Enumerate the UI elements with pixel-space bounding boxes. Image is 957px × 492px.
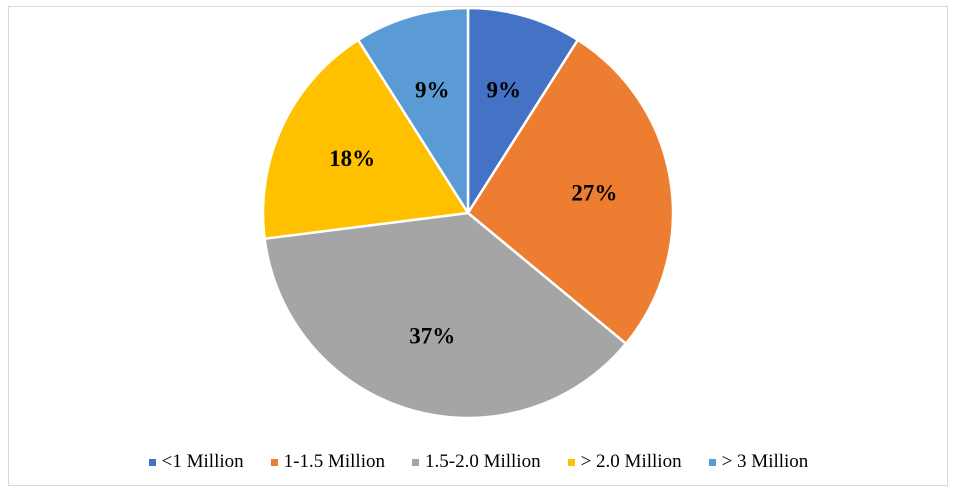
pie-slice-4 — [261, 38, 470, 240]
legend-item-5: > 3 Million — [708, 451, 809, 473]
legend-swatch-4 — [567, 458, 575, 466]
legend-item-4: > 2.0 Million — [567, 451, 682, 473]
chart-legend: <1 Million 1-1.5 Million 1.5-2.0 Million > … — [0, 448, 957, 476]
pie-slices — [261, 6, 675, 420]
legend-item-2: 1-1.5 Million — [270, 451, 385, 473]
legend-label-3: 1.5-2.0 Million — [425, 451, 541, 472]
legend-swatch-3 — [412, 458, 419, 466]
legend-swatch-2 — [270, 458, 278, 466]
legend-swatch-1 — [148, 458, 156, 466]
pie-slice-2 — [466, 38, 675, 345]
legend-item-1: <1 Million — [148, 451, 244, 473]
legend-label-5: > 3 Million — [721, 451, 809, 472]
legend-label-4: > 2.0 Million — [580, 451, 682, 472]
pie-slice-1 — [466, 6, 580, 215]
data-label-4: 18% — [329, 146, 375, 171]
data-label-2: 27% — [571, 180, 617, 205]
legend-label-1: <1 Million — [161, 451, 244, 472]
legend-swatch-5 — [708, 458, 716, 466]
pie-data-labels: 9% 27% 37% 18% 9% — [329, 78, 617, 349]
pie-slice-5 — [356, 6, 470, 215]
legend-item-3: 1.5-2.0 Million — [412, 451, 541, 473]
legend-label-2: 1-1.5 Million — [283, 451, 385, 472]
pie-slice-3 — [263, 211, 628, 420]
data-label-3: 37% — [409, 323, 455, 348]
data-label-5: 9% — [415, 78, 450, 103]
data-label-1: 9% — [486, 78, 521, 103]
